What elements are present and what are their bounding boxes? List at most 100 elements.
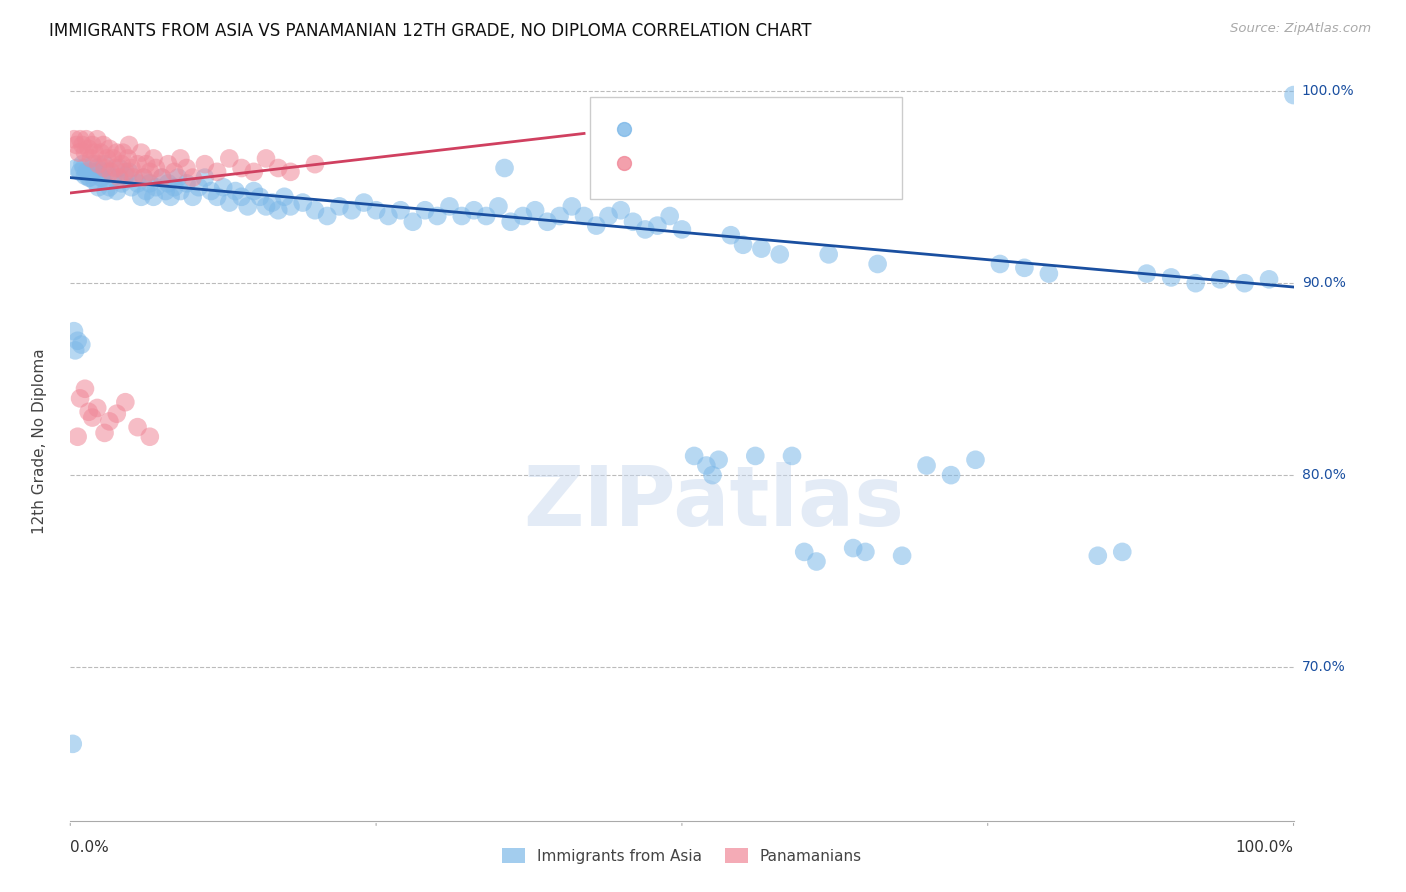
Point	[82, 138, 104, 153]
Point	[83, 174, 105, 188]
Point	[1258, 272, 1281, 286]
Point	[494, 161, 516, 175]
Point	[80, 152, 103, 166]
Point	[366, 203, 388, 218]
Point	[111, 145, 134, 160]
Point	[720, 228, 742, 243]
Point	[267, 203, 290, 218]
Point	[114, 169, 136, 183]
Point	[72, 157, 94, 171]
Point	[114, 395, 136, 409]
Point	[77, 142, 100, 156]
Point	[93, 161, 115, 175]
Point	[63, 324, 86, 338]
Point	[82, 410, 104, 425]
Point	[231, 190, 253, 204]
Point	[79, 170, 101, 185]
Point	[127, 177, 149, 191]
Point	[450, 209, 472, 223]
Point	[1184, 276, 1206, 290]
Point	[93, 425, 115, 440]
Point	[187, 180, 209, 194]
Point	[105, 145, 128, 160]
Point	[598, 209, 620, 223]
Point	[77, 405, 100, 419]
Point	[915, 458, 938, 473]
Point	[65, 138, 87, 153]
Point	[613, 253, 636, 268]
Point	[73, 382, 96, 396]
Point	[129, 145, 152, 160]
Point	[82, 165, 104, 179]
Point	[304, 157, 326, 171]
Point	[512, 209, 534, 223]
Point	[90, 170, 112, 185]
Point	[84, 165, 107, 179]
Point	[135, 157, 157, 171]
Point	[585, 219, 607, 233]
Point	[243, 184, 266, 198]
Point	[536, 215, 558, 229]
Point	[280, 165, 302, 179]
Point	[108, 170, 131, 185]
Point	[94, 184, 117, 198]
Point	[707, 452, 730, 467]
Point	[413, 203, 436, 218]
Point	[965, 452, 987, 467]
Point	[66, 334, 89, 348]
Point	[402, 215, 425, 229]
Point	[67, 145, 90, 160]
Point	[86, 132, 108, 146]
Point	[111, 157, 134, 171]
Point	[572, 209, 595, 223]
Point	[205, 190, 228, 204]
Point	[117, 152, 139, 166]
Point	[139, 430, 162, 444]
Point	[145, 180, 167, 194]
Point	[548, 209, 571, 223]
Point	[1209, 272, 1232, 286]
Point	[855, 545, 877, 559]
Point	[262, 195, 284, 210]
Point	[142, 190, 165, 204]
Point	[176, 161, 198, 175]
Point	[671, 222, 693, 236]
Point	[769, 247, 792, 261]
Point	[75, 165, 97, 179]
Point	[181, 190, 204, 204]
Point	[155, 184, 177, 198]
Point	[73, 145, 96, 160]
Point	[118, 138, 141, 153]
Point	[254, 152, 277, 166]
Point	[83, 145, 105, 160]
Point	[150, 170, 173, 185]
Point	[135, 184, 157, 198]
Text: N = 113: N = 113	[780, 120, 853, 138]
Point	[127, 157, 149, 171]
Point	[1136, 267, 1159, 281]
Point	[1233, 276, 1256, 290]
Text: 100.0%: 100.0%	[1236, 839, 1294, 855]
Point	[817, 247, 839, 261]
Point	[793, 545, 815, 559]
Point	[181, 170, 204, 185]
Point	[91, 138, 114, 153]
Text: ZIPatlas: ZIPatlas	[523, 462, 904, 542]
Point	[205, 165, 228, 179]
Point	[613, 339, 636, 353]
Text: 90.0%: 90.0%	[1302, 277, 1346, 290]
Point	[86, 401, 108, 415]
Point	[93, 157, 115, 171]
Point	[159, 190, 181, 204]
Point	[87, 157, 110, 171]
Point	[316, 209, 339, 223]
Point	[132, 170, 155, 185]
Point	[353, 195, 375, 210]
Point	[150, 170, 173, 185]
Text: 0.0%: 0.0%	[70, 839, 110, 855]
Point	[194, 170, 217, 185]
Point	[218, 152, 240, 166]
Point	[69, 132, 91, 146]
Text: R =  0.401: R = 0.401	[650, 154, 745, 172]
Point	[98, 142, 121, 156]
